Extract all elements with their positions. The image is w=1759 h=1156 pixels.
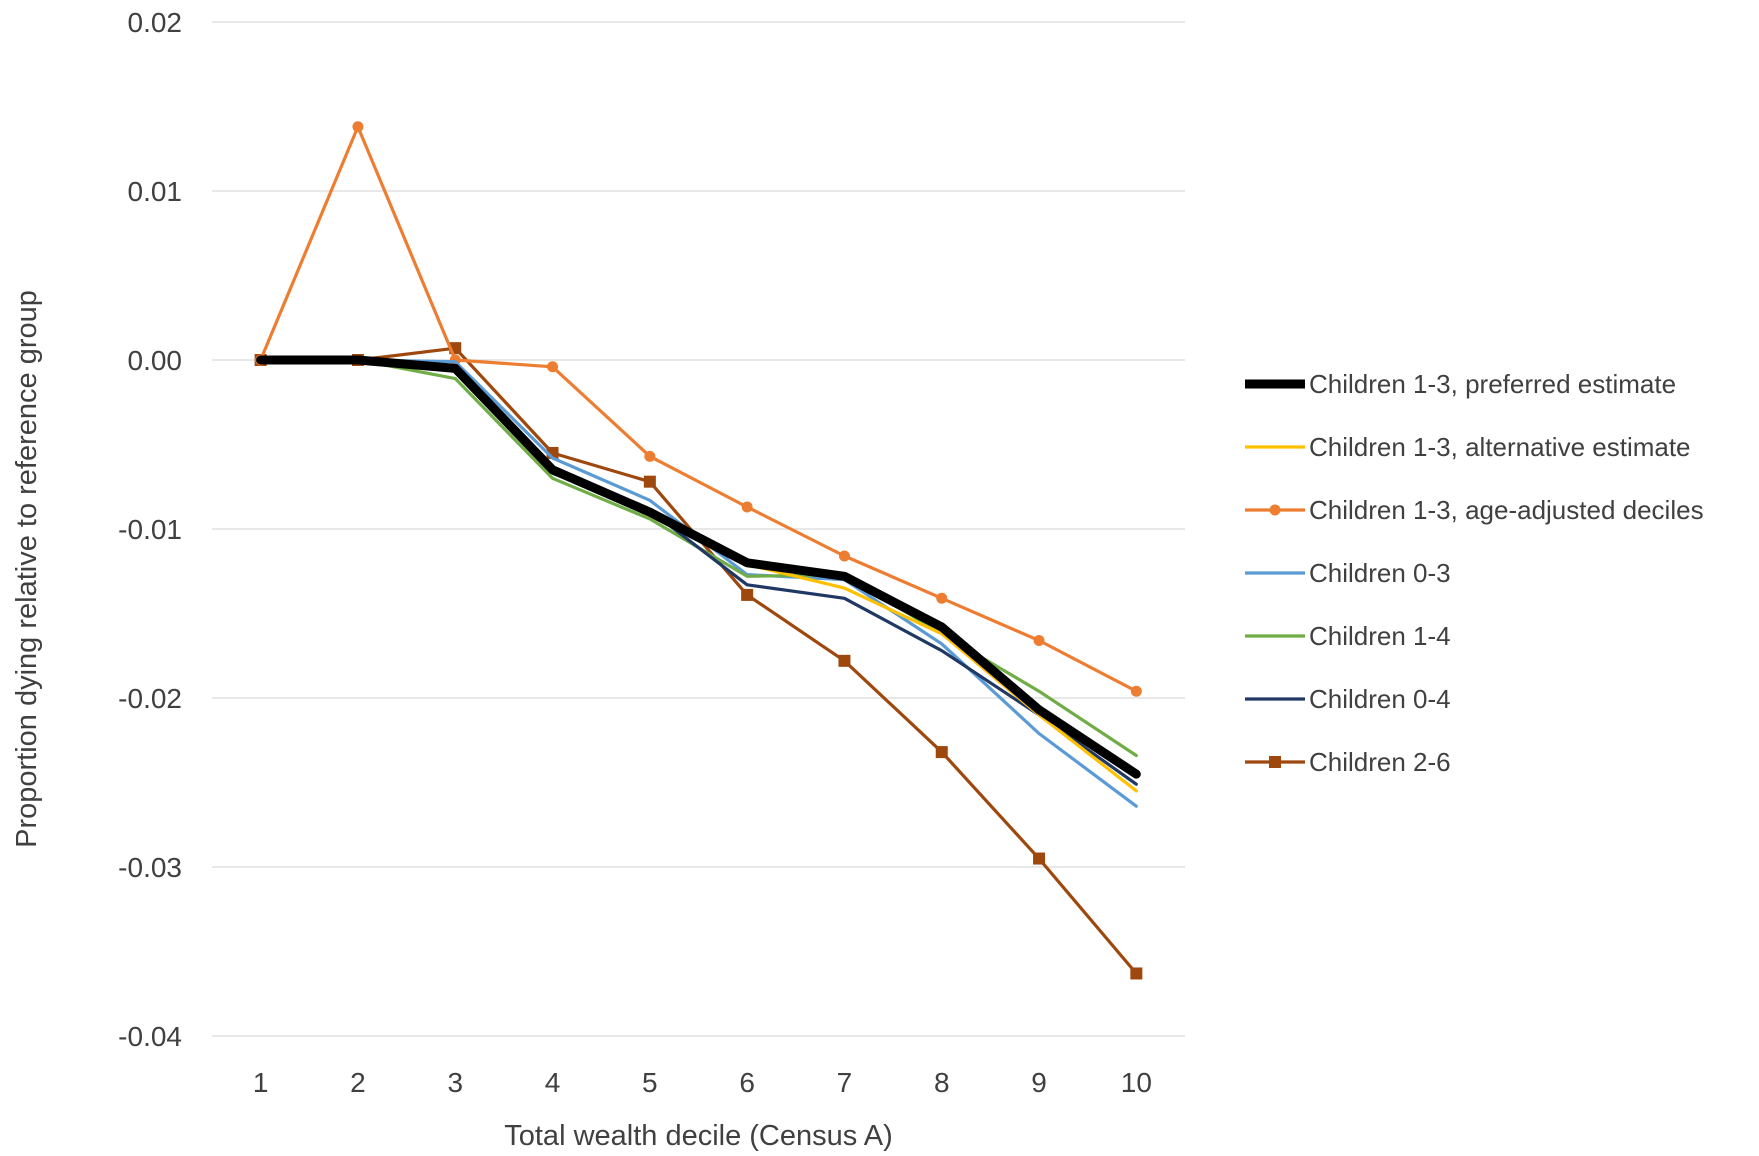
data-point-children-2-6: [741, 588, 754, 601]
data-point-children-1-3-age-adjusted-deciles: [644, 450, 656, 462]
data-point-children-2-6: [1033, 852, 1046, 865]
x-tick-label: 3: [447, 1067, 463, 1098]
data-point-children-1-3-age-adjusted-deciles: [1033, 635, 1045, 647]
series-line-children-1-3-alternative-estimate: [259, 358, 1138, 793]
legend-item-children-0-4: Children 0-4: [1245, 684, 1451, 714]
y-axis-title: Proportion dying relative to reference g…: [11, 290, 43, 848]
data-point-children-1-3-age-adjusted-deciles: [352, 121, 364, 133]
data-point-children-2-6: [1130, 967, 1143, 980]
y-tick-label: 0.00: [128, 345, 183, 376]
legend-item-children-1-3-age-adjusted-deciles: Children 1-3, age-adjusted deciles: [1245, 495, 1704, 525]
series-line-children-0-4: [259, 358, 1138, 786]
data-point-children-1-3-age-adjusted-deciles: [741, 501, 753, 513]
data-point-children-2-6: [838, 654, 851, 667]
y-tick-label: -0.04: [118, 1021, 182, 1052]
x-tick-label: 7: [837, 1067, 853, 1098]
legend-marker: [1269, 756, 1281, 768]
series-line-children-1-4: [259, 358, 1138, 758]
x-axis-ticks: 1 2 3 4 5 6 7 8 9 10: [253, 1067, 1152, 1098]
series-line-children-1-3-preferred-estimate: [256, 355, 1141, 779]
x-tick-label: 9: [1031, 1067, 1047, 1098]
legend-label: Children 0-4: [1309, 684, 1451, 714]
legend-item-children-1-4: Children 1-4: [1245, 621, 1451, 651]
legend-marker: [1269, 504, 1281, 516]
legend-label: Children 1-3, alternative estimate: [1309, 432, 1691, 462]
series-line-children-2-6: [259, 346, 1138, 976]
legend-item-children-2-6: Children 2-6: [1245, 747, 1451, 777]
x-tick-label: 5: [642, 1067, 658, 1098]
data-point-children-1-3-age-adjusted-deciles: [1130, 685, 1142, 697]
series-line-children-0-3: [259, 358, 1138, 808]
y-tick-label: -0.03: [118, 852, 182, 883]
legend: Children 1-3, preferred estimate Children…: [1245, 369, 1704, 777]
legend-label: Children 0-3: [1309, 558, 1451, 588]
series-lines: [254, 121, 1143, 980]
x-tick-label: 4: [545, 1067, 561, 1098]
legend-item-children-1-3-preferred-estimate: Children 1-3, preferred estimate: [1245, 369, 1676, 399]
y-tick-label: -0.02: [118, 683, 182, 714]
x-tick-label: 2: [350, 1067, 366, 1098]
x-tick-label: 1: [253, 1067, 269, 1098]
data-point-children-1-3-age-adjusted-deciles: [838, 550, 850, 562]
y-tick-label: 0.02: [128, 7, 183, 38]
gridlines: [212, 21, 1185, 1037]
data-point-children-1-3-age-adjusted-deciles: [936, 592, 948, 604]
legend-item-children-0-3: Children 0-3: [1245, 558, 1451, 588]
legend-label: Children 2-6: [1309, 747, 1451, 777]
data-point-children-1-3-age-adjusted-deciles: [547, 361, 559, 373]
x-tick-label: 10: [1121, 1067, 1152, 1098]
y-axis-ticks: 0.02 0.01 0.00 -0.01 -0.02 -0.03 -0.04: [118, 7, 182, 1052]
y-tick-label: -0.01: [118, 514, 182, 545]
legend-label: Children 1-3, age-adjusted deciles: [1309, 495, 1704, 525]
data-point-children-2-6: [643, 475, 656, 488]
legend-label: Children 1-4: [1309, 621, 1451, 651]
legend-label: Children 1-3, preferred estimate: [1309, 369, 1676, 399]
x-tick-label: 6: [739, 1067, 755, 1098]
x-axis-title: Total wealth decile (Census A): [504, 1120, 892, 1152]
y-tick-label: 0.01: [128, 176, 183, 207]
x-tick-label: 8: [934, 1067, 950, 1098]
data-point-children-2-6: [935, 746, 948, 759]
series-line-children-1-3-age-adjusted-deciles: [259, 125, 1138, 693]
legend-item-children-1-3-alternative-estimate: Children 1-3, alternative estimate: [1245, 432, 1691, 462]
